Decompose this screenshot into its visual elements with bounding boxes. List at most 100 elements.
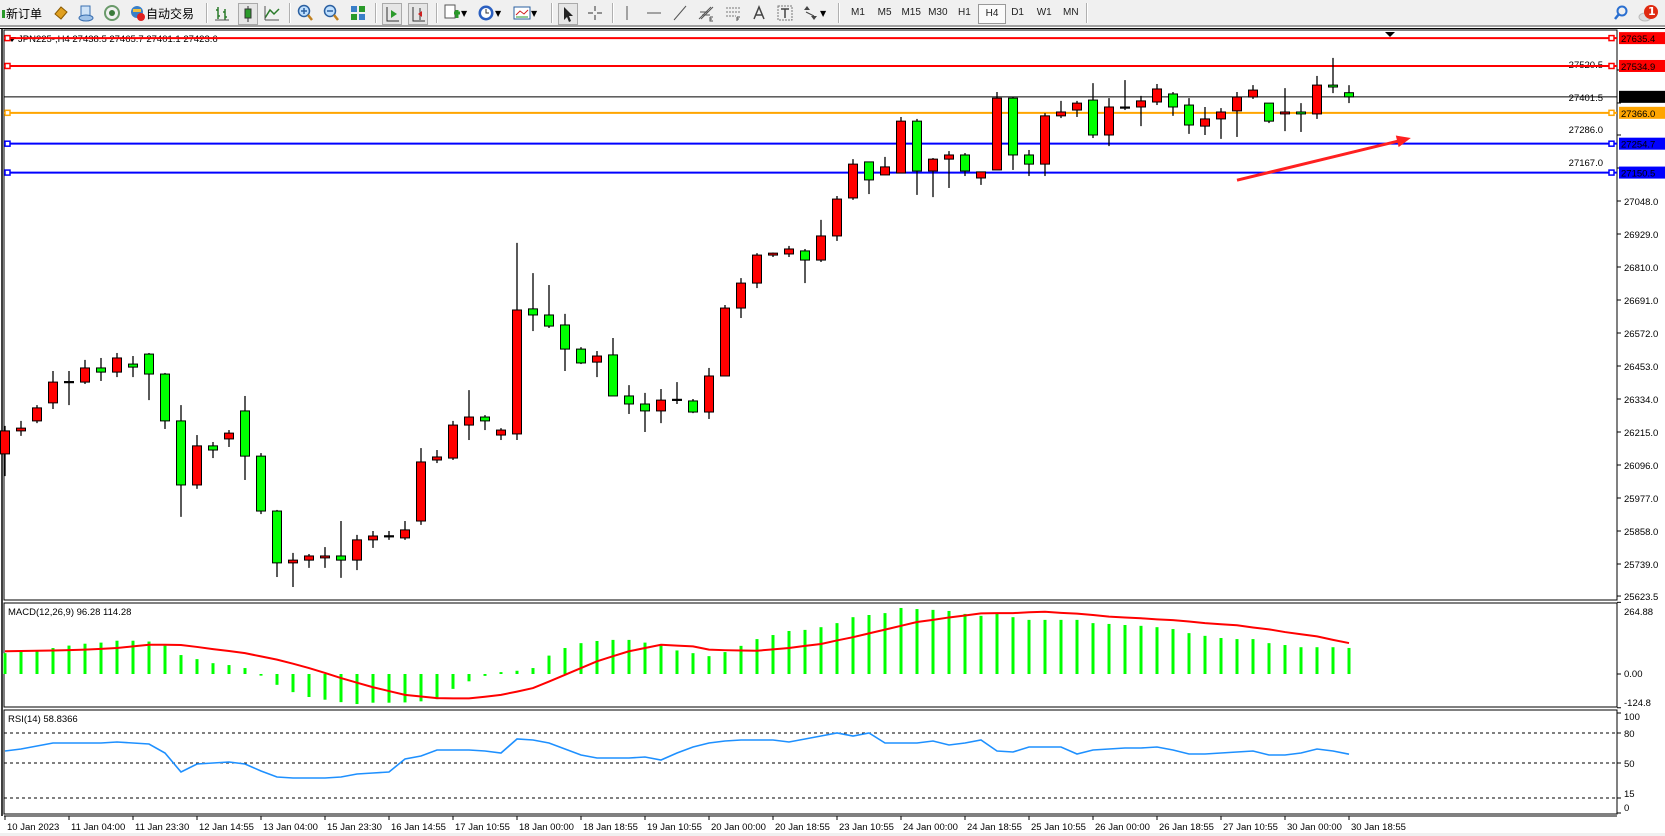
- search-button[interactable]: [1612, 3, 1630, 23]
- horizontal-line-button[interactable]: [645, 3, 663, 23]
- macd-histogram-bar: [515, 670, 519, 674]
- price-tick-label: 26096.0: [1624, 461, 1658, 472]
- time-tick-label: 19 Jan 10:55: [647, 822, 702, 833]
- candle-body: [208, 445, 218, 451]
- price-tick-label: 26691.0: [1624, 296, 1658, 307]
- trendline-icon: [671, 4, 689, 22]
- candle: [1296, 103, 1306, 132]
- arrows-button[interactable]: ▼: [802, 3, 826, 23]
- notification-button[interactable]: 1: [1638, 3, 1658, 23]
- time-tick-label: 11 Jan 04:00: [71, 822, 125, 833]
- vertical-line-button[interactable]: [618, 3, 636, 23]
- cursor-button[interactable]: [558, 3, 578, 25]
- auto-scroll-icon: [383, 5, 401, 23]
- candle-body: [768, 252, 778, 256]
- chart-header: JPN225-,H4 27438.5 27465.7 27401.1 27423…: [18, 34, 218, 45]
- candle: [96, 357, 106, 381]
- arrows-icon: [802, 4, 820, 22]
- rsi-line: [4, 732, 1350, 779]
- candle-body: [1344, 92, 1354, 98]
- macd-histogram-bar: [531, 668, 535, 674]
- macd-histogram-bar: [995, 613, 999, 674]
- macd-histogram-bar: [147, 641, 151, 674]
- price-level-label: 27150.5: [1621, 169, 1655, 180]
- periods-button[interactable]: ▼: [477, 3, 501, 23]
- time-tick-label: 15 Jan 23:30: [327, 822, 382, 833]
- macd-histogram-bar: [819, 627, 823, 674]
- indicators-button[interactable]: ▼: [443, 3, 467, 23]
- candle-body: [1024, 154, 1034, 165]
- time-tick-label: 18 Jan 00:00: [519, 822, 574, 833]
- time-tick-label: 12 Jan 14:55: [199, 822, 254, 833]
- candle-body: [1040, 115, 1050, 165]
- time-tick-label: 24 Jan 00:00: [903, 822, 958, 833]
- time-tick-label: 30 Jan 00:00: [1287, 822, 1342, 833]
- zoom-out-button[interactable]: [322, 3, 340, 23]
- price-tick-label: 27401.5: [1569, 93, 1603, 104]
- metaeditor-button[interactable]: [52, 3, 70, 23]
- macd-histogram-bar: [371, 674, 375, 703]
- candle: [1056, 100, 1066, 119]
- candle: [672, 382, 682, 404]
- rsi-tick-label: 80: [1624, 729, 1635, 740]
- candle-body: [336, 555, 346, 561]
- candle: [608, 337, 618, 397]
- price-tick-label: 26929.0: [1624, 230, 1658, 241]
- fibonacci-button[interactable]: [697, 3, 715, 23]
- bar-chart-button[interactable]: [213, 3, 231, 23]
- candle-body: [32, 407, 42, 422]
- macd-histogram-bar: [643, 642, 647, 674]
- macd-title: MACD(12,26,9) 96.28 114.28: [8, 607, 131, 618]
- candle: [592, 351, 602, 378]
- price-tick-label: 26453.0: [1624, 362, 1658, 373]
- candle: [272, 509, 282, 578]
- macd-histogram-bar: [563, 648, 567, 674]
- timeframe-d1[interactable]: D1: [1011, 7, 1024, 18]
- timeframe-h4[interactable]: H4: [978, 4, 1006, 24]
- macd-histogram-bar: [1235, 639, 1239, 674]
- navigator-button[interactable]: [77, 3, 95, 23]
- time-tick-label: 24 Jan 18:55: [967, 822, 1022, 833]
- market-watch-button[interactable]: [103, 3, 121, 23]
- line-chart-button[interactable]: [263, 3, 281, 23]
- timeframe-w1[interactable]: W1: [1036, 7, 1052, 18]
- line-handle: [4, 62, 11, 70]
- trendline-button[interactable]: [671, 3, 689, 23]
- chevron-down-icon: ▼: [531, 8, 538, 18]
- macd-pane: [3, 602, 1618, 708]
- text-button[interactable]: [750, 3, 768, 23]
- crosshair-button[interactable]: [586, 3, 604, 23]
- timeframe-h1[interactable]: H1: [957, 7, 971, 18]
- candle: [656, 389, 666, 424]
- zoom-in-button[interactable]: [296, 3, 314, 23]
- timeframe-m30[interactable]: M30: [928, 7, 948, 18]
- macd-tick-label: 264.88: [1624, 607, 1653, 618]
- fibo-levels-button[interactable]: [724, 3, 742, 23]
- auto-trading-button[interactable]: 自动交易: [128, 3, 194, 23]
- candle: [528, 273, 538, 332]
- text-label-button[interactable]: [776, 3, 794, 23]
- timeframe-m15[interactable]: M15: [901, 7, 921, 18]
- chart-shift-button[interactable]: [408, 3, 428, 25]
- macd-histogram-bar: [1219, 638, 1223, 674]
- candlestick-button[interactable]: [238, 3, 258, 25]
- auto-scroll-button[interactable]: [382, 3, 402, 25]
- tile-windows-button[interactable]: [349, 3, 367, 23]
- timeframe-mn[interactable]: MN: [1063, 7, 1079, 18]
- macd-histogram-bar: [115, 640, 119, 674]
- candle: [736, 278, 746, 319]
- macd-histogram-bar: [99, 642, 103, 674]
- macd-histogram-bar: [579, 643, 583, 674]
- toolbar: 新订单 自动交易 ▼ ▼ ▼ ▼ M1 M5 M15 M30 H1 H4 D1 W1 MN 1: [0, 0, 1665, 27]
- candle: [704, 367, 714, 419]
- price-label-box: [1619, 32, 1665, 45]
- timeframe-m1[interactable]: M1: [851, 7, 865, 18]
- timeframe-m5[interactable]: M5: [877, 7, 892, 18]
- macd-histogram-bar: [1027, 619, 1031, 674]
- templates-button[interactable]: ▼: [513, 3, 537, 23]
- candle-body: [720, 307, 730, 377]
- new-order-button[interactable]: 新订单: [2, 3, 42, 23]
- candle-body: [144, 353, 154, 375]
- candle: [48, 370, 58, 409]
